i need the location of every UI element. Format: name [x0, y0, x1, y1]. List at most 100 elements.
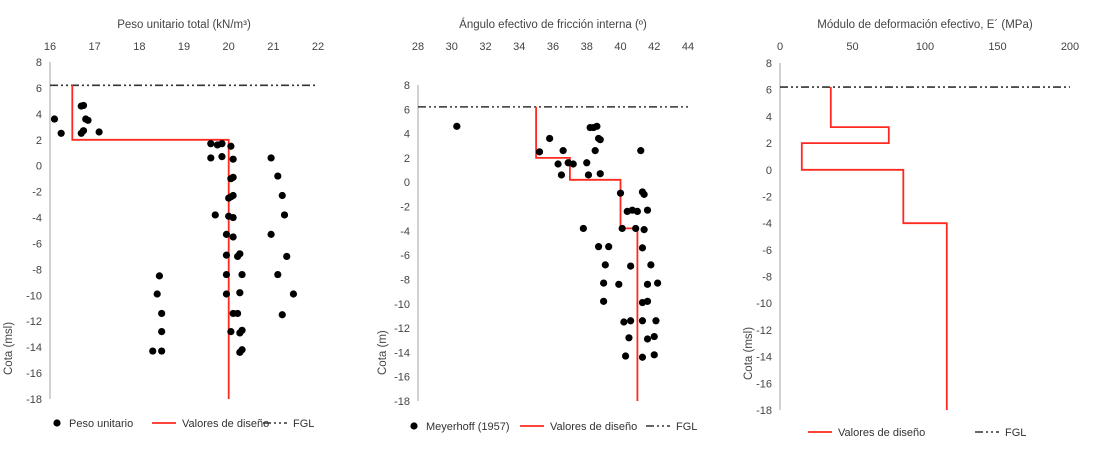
data-point — [222, 230, 231, 238]
data-point — [283, 252, 291, 261]
data-point — [95, 128, 103, 136]
data-point — [615, 280, 623, 288]
data-point — [211, 211, 219, 219]
x-tick-label: 32 — [479, 41, 491, 53]
y-tick-label: -6 — [32, 238, 42, 250]
x-tick-label: 19 — [178, 41, 190, 53]
data-point — [274, 270, 282, 279]
data-point — [207, 154, 215, 162]
data-point — [222, 251, 231, 259]
y-tick-label: -6 — [400, 250, 410, 262]
data-point — [643, 280, 652, 288]
data-point — [625, 334, 633, 342]
y-tick-label: 6 — [404, 104, 410, 116]
x-tick-label: 38 — [581, 41, 593, 53]
y-tick-label: -8 — [400, 274, 410, 286]
x-tick-label: 34 — [513, 41, 525, 53]
data-point — [229, 213, 237, 222]
y-tick-label: -16 — [26, 368, 42, 380]
x-tick-label: 150 — [988, 41, 1006, 53]
data-point — [535, 148, 544, 156]
data-point — [600, 297, 608, 305]
y-axis-label: Cota (msl) — [3, 322, 15, 375]
y-tick-label: -18 — [394, 396, 410, 408]
y-tick-label: -4 — [32, 213, 42, 225]
data-point — [153, 290, 161, 298]
x-tick-label: 22 — [312, 41, 324, 53]
data-point — [643, 335, 652, 343]
panel-deformation-modulus: Módulo de deformación efectivo, E´ (MPa)… — [743, 19, 1079, 439]
data-point — [236, 348, 244, 356]
x-tick-label: 50 — [846, 41, 858, 53]
y-tick-label: 4 — [36, 109, 42, 121]
y-tick-label: -18 — [756, 405, 772, 417]
y-tick-label: 0 — [766, 165, 772, 177]
data-point — [278, 311, 286, 319]
data-point — [591, 147, 599, 155]
data-point — [57, 129, 65, 137]
panel-unit-weight: Peso unitario total (kN/m³)16 17 18 19 20 21 2… — [3, 19, 324, 430]
data-point — [596, 170, 604, 178]
data-point — [640, 190, 648, 198]
data-point — [227, 142, 235, 150]
data-point — [278, 191, 286, 200]
data-point — [554, 160, 562, 168]
data-point — [218, 153, 226, 161]
y-tick-label: 2 — [36, 135, 42, 147]
legend-label: Valores de diseño — [550, 421, 637, 433]
data-point — [559, 147, 567, 155]
chart-title: Peso unitario total (kN/m³) — [117, 19, 251, 31]
y-tick-label: 6 — [766, 85, 772, 97]
data-point — [654, 279, 662, 287]
data-point — [79, 127, 88, 135]
data-point — [236, 329, 244, 337]
y-tick-label: -18 — [26, 394, 42, 406]
x-tick-label: 21 — [267, 41, 279, 53]
x-tick-label: 200 — [1061, 41, 1079, 53]
y-tick-label: 2 — [766, 138, 772, 150]
data-point — [453, 122, 461, 130]
data-point — [267, 230, 275, 238]
data-point — [155, 272, 164, 280]
y-tick-label: -12 — [756, 325, 772, 337]
legend-marker-icon — [410, 422, 418, 430]
legend-label: FGL — [676, 421, 697, 433]
y-tick-label: 2 — [404, 153, 410, 165]
data-point — [579, 224, 587, 233]
data-point — [616, 189, 625, 197]
data-point — [627, 262, 635, 270]
data-point — [620, 318, 628, 326]
x-tick-label: 17 — [89, 41, 101, 53]
data-point — [618, 224, 626, 233]
data-point — [227, 328, 235, 336]
y-tick-label: 4 — [766, 111, 772, 123]
x-tick-label: 28 — [412, 41, 424, 53]
data-point — [222, 270, 231, 279]
y-tick-label: -8 — [762, 272, 772, 284]
y-tick-label: -12 — [394, 323, 410, 335]
x-tick-label: 16 — [44, 41, 56, 53]
data-point — [647, 261, 655, 269]
data-point — [79, 101, 88, 110]
data-point — [621, 352, 630, 360]
data-point — [637, 147, 645, 155]
y-tick-label: 0 — [404, 177, 410, 189]
data-point — [583, 159, 591, 167]
data-point — [225, 194, 233, 202]
data-point — [632, 224, 640, 233]
y-tick-label: -6 — [762, 245, 772, 257]
y-tick-label: -2 — [400, 202, 410, 214]
data-point — [584, 171, 593, 179]
data-point — [593, 122, 601, 130]
data-point — [638, 353, 647, 361]
data-point — [218, 140, 226, 148]
x-tick-label: 20 — [223, 41, 235, 53]
data-point — [229, 155, 237, 163]
data-point — [274, 172, 282, 180]
y-tick-label: -14 — [26, 342, 42, 354]
data-point — [238, 270, 246, 279]
data-point — [227, 175, 235, 183]
data-point — [280, 211, 289, 219]
data-point — [633, 207, 641, 215]
